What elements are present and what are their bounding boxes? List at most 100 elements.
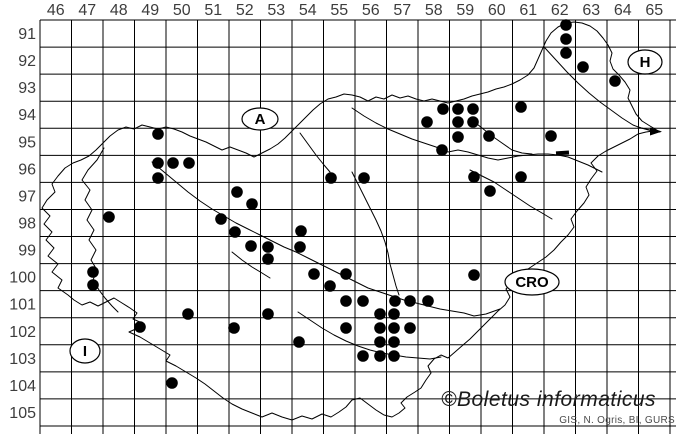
occurrence-dot xyxy=(103,211,115,223)
occurrence-dot xyxy=(324,280,336,292)
occurrence-dot xyxy=(308,268,320,280)
occurrence-dot xyxy=(437,103,449,115)
column-label: 55 xyxy=(330,2,348,19)
row-label: 92 xyxy=(18,53,36,70)
occurrence-dot xyxy=(389,295,401,307)
country-label-ellipse xyxy=(504,268,560,296)
east-tip-line xyxy=(637,126,653,132)
country-label-ellipse xyxy=(627,49,663,75)
occurrence-dot xyxy=(421,116,433,128)
occurrence-dot xyxy=(467,103,479,115)
column-label: 46 xyxy=(47,2,65,19)
occurrence-dot xyxy=(374,336,386,348)
occurrence-dot xyxy=(152,172,164,184)
column-label: 57 xyxy=(393,2,411,19)
occurrence-dot xyxy=(388,322,400,334)
row-label: 101 xyxy=(9,297,36,314)
occurrence-dot xyxy=(467,116,479,128)
country-label-ellipse xyxy=(69,338,101,364)
occurrence-dot xyxy=(609,75,621,87)
occurrence-dot xyxy=(182,308,194,320)
occurrence-dot xyxy=(357,350,369,362)
east-tip-arrow-icon xyxy=(650,127,662,136)
occurrence-dot xyxy=(152,128,164,140)
row-label: 91 xyxy=(18,26,36,43)
row-label: 105 xyxy=(9,405,36,422)
row-label: 96 xyxy=(18,161,36,178)
occurrence-dot xyxy=(374,350,386,362)
occurrence-dot xyxy=(404,295,416,307)
occurrence-dot xyxy=(560,33,572,45)
column-label: 53 xyxy=(267,2,285,19)
grid-layer xyxy=(39,19,676,435)
row-label: 102 xyxy=(9,324,36,341)
occurrence-dot xyxy=(246,198,258,210)
occurrence-dot xyxy=(262,253,274,265)
column-label: 47 xyxy=(78,2,96,19)
occurrence-dot xyxy=(515,171,527,183)
occurrence-dot xyxy=(452,116,464,128)
row-label: 103 xyxy=(9,351,36,368)
row-label: 97 xyxy=(18,188,36,205)
credits-text: GIS, N. Ogris, BI, GURS xyxy=(559,415,675,426)
occurrence-dot xyxy=(340,268,352,280)
river-soca xyxy=(81,147,119,313)
river-mura xyxy=(544,47,651,131)
occurrence-dot xyxy=(183,157,195,169)
occurrence-dot xyxy=(295,225,307,237)
occurrence-dot xyxy=(577,61,589,73)
column-label: 58 xyxy=(425,2,443,19)
occurrence-dot xyxy=(229,226,241,238)
occurrence-dot xyxy=(374,322,386,334)
country-label-text: I xyxy=(83,343,87,360)
column-label: 54 xyxy=(299,2,317,19)
river-savinja xyxy=(351,171,400,296)
country-label-text: CRO xyxy=(515,274,549,291)
river-ljubljanica xyxy=(231,251,271,279)
row-label: 93 xyxy=(18,80,36,97)
river-sava xyxy=(151,161,501,317)
column-label: 63 xyxy=(582,2,600,19)
occurrence-dot xyxy=(228,322,240,334)
river-dravinja xyxy=(471,119,533,155)
column-label: 48 xyxy=(110,2,128,19)
watermark-text: ©Boletus informaticus xyxy=(441,388,657,411)
occurrence-dot xyxy=(388,350,400,362)
column-label: 56 xyxy=(362,2,380,19)
river-drava xyxy=(351,107,603,173)
country-label-text: H xyxy=(640,54,651,71)
river-tributary-ne xyxy=(469,169,553,220)
row-label: 98 xyxy=(18,216,36,233)
occurrence-dot xyxy=(294,241,306,253)
occurrence-dot xyxy=(560,47,572,59)
occurrence-dot xyxy=(358,172,370,184)
occurrence-dot xyxy=(325,172,337,184)
occurrence-dot xyxy=(484,185,496,197)
column-label: 61 xyxy=(519,2,537,19)
occurrence-dot xyxy=(152,157,164,169)
occurrence-dot xyxy=(87,266,99,278)
overlay-layer: 46 47 48 49 50 51 52 53 54 55 56 57 58 59 60 61 62 63 64 65… xyxy=(9,2,663,422)
country-label-ellipse xyxy=(241,107,279,131)
column-label: 50 xyxy=(173,2,191,19)
occurrence-dot xyxy=(452,103,464,115)
occurrence-dot xyxy=(468,269,480,281)
river-meza xyxy=(299,132,331,173)
column-label: 60 xyxy=(488,2,506,19)
column-label: 64 xyxy=(614,2,632,19)
row-label: 94 xyxy=(18,107,36,124)
column-label: 65 xyxy=(645,2,663,19)
occurrence-dot xyxy=(340,322,352,334)
occurrence-dot xyxy=(262,308,274,320)
occurrence-dot xyxy=(515,101,527,113)
occurrence-dot xyxy=(357,295,369,307)
occurrence-dot xyxy=(167,157,179,169)
occurrence-dot xyxy=(483,130,495,142)
column-label: 52 xyxy=(236,2,254,19)
occurrence-dot xyxy=(374,308,386,320)
river-krka xyxy=(297,311,442,360)
occurrence-dot xyxy=(422,295,434,307)
occurrence-dot xyxy=(468,171,480,183)
